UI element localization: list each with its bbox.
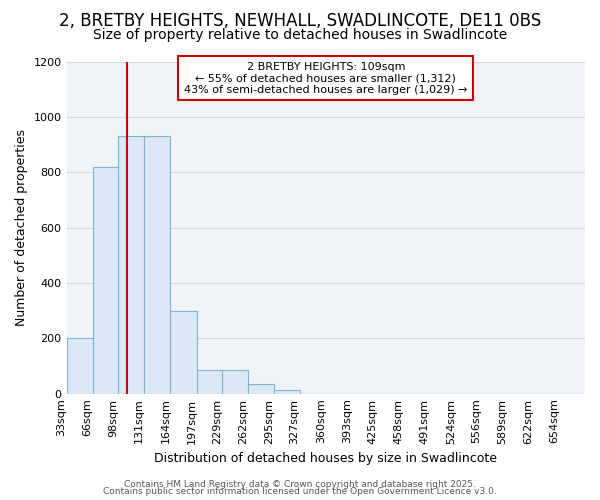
Bar <box>93 166 118 394</box>
Bar <box>67 338 93 394</box>
Text: 2, BRETBY HEIGHTS, NEWHALL, SWADLINCOTE, DE11 0BS: 2, BRETBY HEIGHTS, NEWHALL, SWADLINCOTE,… <box>59 12 541 30</box>
Bar <box>118 136 144 394</box>
Text: Size of property relative to detached houses in Swadlincote: Size of property relative to detached ho… <box>93 28 507 42</box>
Bar <box>170 310 197 394</box>
Text: 2 BRETBY HEIGHTS: 109sqm
← 55% of detached houses are smaller (1,312)
43% of sem: 2 BRETBY HEIGHTS: 109sqm ← 55% of detach… <box>184 62 467 94</box>
X-axis label: Distribution of detached houses by size in Swadlincote: Distribution of detached houses by size … <box>154 452 497 465</box>
Bar <box>144 136 170 394</box>
Text: Contains public sector information licensed under the Open Government Licence v3: Contains public sector information licen… <box>103 487 497 496</box>
Text: Contains HM Land Registry data © Crown copyright and database right 2025.: Contains HM Land Registry data © Crown c… <box>124 480 476 489</box>
Bar <box>222 370 248 394</box>
Bar <box>248 384 274 394</box>
Bar <box>274 390 299 394</box>
Bar <box>197 370 222 394</box>
Y-axis label: Number of detached properties: Number of detached properties <box>15 129 28 326</box>
